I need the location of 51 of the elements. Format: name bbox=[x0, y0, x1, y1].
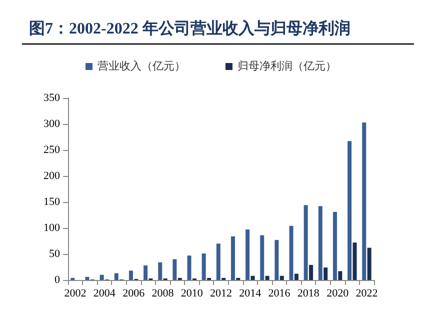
bar bbox=[85, 276, 90, 280]
y-tick-label: 0 bbox=[54, 274, 60, 286]
bar bbox=[230, 236, 235, 280]
y-tick-label: 50 bbox=[49, 248, 60, 260]
bar bbox=[260, 235, 264, 280]
bar bbox=[338, 271, 342, 280]
y-tick-label: 200 bbox=[44, 170, 60, 182]
bar bbox=[332, 212, 337, 280]
chart-title: 图7：2002-2022 年公司营业收入与归母净利润 bbox=[29, 20, 350, 38]
y-tick-label: 100 bbox=[44, 222, 60, 234]
bar bbox=[362, 122, 366, 280]
y-tick-label: 300 bbox=[44, 118, 60, 130]
x-tick-label: 2022 bbox=[356, 288, 378, 300]
x-tick-label: 2014 bbox=[239, 288, 262, 300]
x-tick-label: 2012 bbox=[210, 288, 232, 300]
bar bbox=[318, 206, 322, 280]
x-tick-label: 2006 bbox=[122, 288, 146, 300]
bar bbox=[367, 248, 372, 280]
x-tick-label: 2016 bbox=[268, 288, 291, 300]
x-tick-label: 2018 bbox=[297, 288, 320, 300]
y-tick-label: 250 bbox=[44, 144, 60, 156]
x-tick-label: 2002 bbox=[64, 288, 86, 300]
x-tick-label: 2004 bbox=[93, 288, 116, 300]
bar bbox=[114, 273, 118, 280]
bar bbox=[265, 276, 270, 280]
bar bbox=[280, 276, 284, 280]
bar bbox=[250, 276, 255, 280]
legend-label: 营业收入（亿元） bbox=[98, 60, 186, 72]
x-tick-label: 2020 bbox=[326, 288, 350, 300]
bar bbox=[274, 240, 279, 280]
y-tick-label: 150 bbox=[44, 196, 60, 208]
bar bbox=[289, 226, 294, 280]
bar bbox=[352, 242, 357, 280]
x-tick-label: 2008 bbox=[152, 288, 174, 300]
y-tick-label: 350 bbox=[44, 92, 60, 104]
bar bbox=[246, 230, 250, 280]
bar bbox=[324, 268, 328, 280]
bar bbox=[144, 265, 148, 280]
bar bbox=[187, 256, 192, 280]
x-tick-label: 2010 bbox=[180, 288, 204, 300]
bar bbox=[304, 205, 308, 280]
bar bbox=[294, 274, 298, 280]
bar bbox=[100, 274, 104, 280]
bar bbox=[158, 262, 162, 280]
bar bbox=[202, 253, 206, 280]
bar bbox=[216, 244, 220, 280]
bar bbox=[348, 141, 352, 280]
legend-label: 归母净利润（亿元） bbox=[238, 60, 336, 72]
bar bbox=[172, 259, 177, 280]
bar bbox=[128, 270, 133, 280]
bar bbox=[309, 264, 314, 280]
